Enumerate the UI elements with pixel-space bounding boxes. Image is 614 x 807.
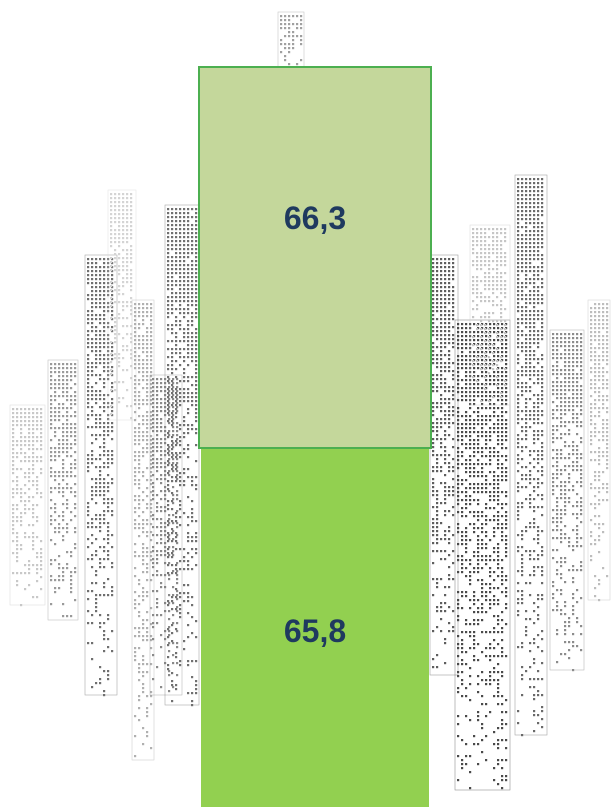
skyline-building	[587, 299, 611, 602]
skyline-building	[131, 299, 155, 761]
data-label-top: 66,3	[283, 199, 347, 236]
skyline-building	[164, 204, 200, 707]
skyline-building	[107, 189, 137, 421]
data-label-bottom: 65,8	[283, 613, 347, 649]
skyline-building	[47, 359, 79, 621]
skyline-building	[469, 224, 511, 406]
skyline-building	[84, 254, 118, 697]
skyline-building	[549, 329, 585, 672]
skyline-building	[149, 374, 183, 696]
bar-segment-top: 66,3	[198, 66, 432, 449]
skyline-building	[9, 404, 46, 607]
skyline-building	[277, 11, 305, 74]
skyline-building	[429, 254, 459, 676]
skyline-building	[454, 319, 511, 791]
skyline-building	[514, 174, 548, 737]
bar-segment-bottom: 65,8	[201, 449, 429, 807]
